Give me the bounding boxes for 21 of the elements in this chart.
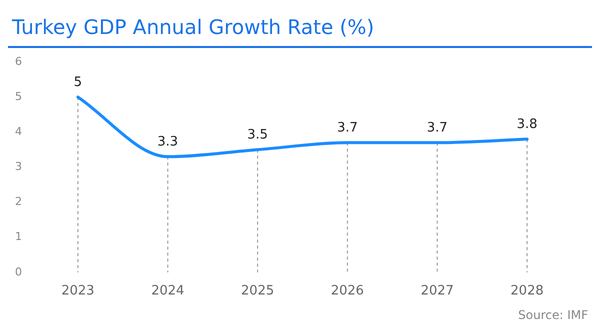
- source-note: Source: IMF: [518, 308, 588, 322]
- y-tick-label: 0: [15, 265, 22, 278]
- y-tick-label: 3: [15, 160, 22, 174]
- x-tick-label: 2023: [61, 284, 94, 299]
- data-label: 3.5: [247, 128, 268, 143]
- x-tick-label: 2025: [241, 284, 274, 299]
- chart-title: Turkey GDP Annual Growth Rate (%): [11, 14, 376, 41]
- x-tick-label: 2028: [510, 284, 544, 299]
- data-label: 5: [74, 74, 82, 90]
- data-label: 3.7: [337, 120, 358, 136]
- data-label: 3.7: [426, 120, 448, 136]
- y-tick-label: 5: [15, 90, 22, 103]
- y-tick-label: 6: [15, 54, 22, 68]
- y-tick-label: 4: [15, 124, 22, 138]
- x-tick-label: 2026: [330, 284, 364, 299]
- y-tick-label: 1: [15, 230, 22, 244]
- y-tick-label: 2: [15, 195, 22, 208]
- x-tick-label: 2027: [420, 284, 454, 299]
- data-label: 3.3: [157, 134, 178, 150]
- x-tick-label: 2024: [151, 284, 184, 299]
- data-label: 3.8: [516, 117, 538, 132]
